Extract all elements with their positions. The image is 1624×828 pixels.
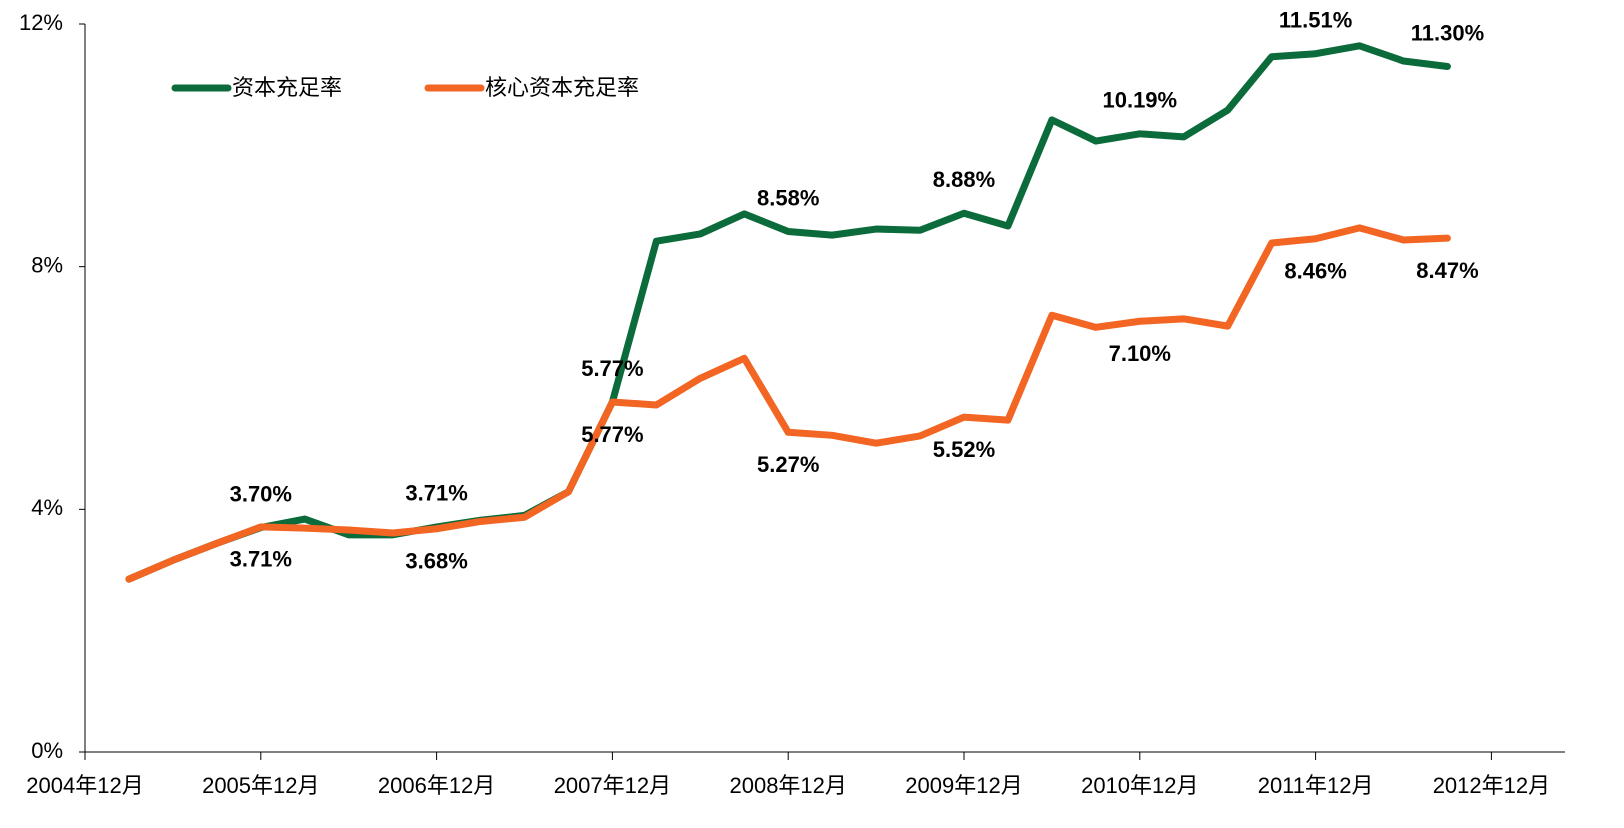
y-tick-label: 12% [19,10,63,35]
data-label: 5.77% [581,422,643,447]
data-label: 3.71% [405,481,467,506]
y-tick-label: 8% [31,252,63,277]
data-label: 5.27% [757,452,819,477]
data-label: 11.51% [1279,8,1352,33]
x-tick-label: 2012年12月 [1433,773,1550,798]
x-tick-label: 2006年12月 [378,773,495,798]
data-label: 3.70% [230,481,292,506]
x-tick-label: 2009年12月 [905,773,1022,798]
legend-label: 资本充足率 [232,75,342,100]
data-label: 7.10% [1109,341,1171,366]
x-tick-label: 2005年12月 [202,773,319,798]
data-label: 3.68% [405,549,467,574]
legend-label: 核心资本充足率 [485,75,639,100]
data-label: 8.88% [933,167,995,192]
y-tick-label: 0% [31,738,63,763]
x-tick-label: 2007年12月 [554,773,671,798]
data-label: 8.58% [757,185,819,210]
data-label: 11.30% [1411,20,1484,45]
x-tick-label: 2004年12月 [26,773,143,798]
series-line [125,42,1451,583]
data-label: 5.77% [581,356,643,381]
series-line [125,224,1451,583]
data-label: 8.46% [1284,259,1346,284]
x-tick-label: 2011年12月 [1258,773,1374,798]
data-label: 3.71% [230,547,292,572]
data-label: 8.47% [1416,258,1478,283]
data-label: 5.52% [933,437,995,462]
data-label: 10.19% [1102,88,1177,113]
y-tick-label: 4% [31,495,63,520]
x-tick-label: 2008年12月 [729,773,846,798]
x-tick-label: 2010年12月 [1081,773,1198,798]
